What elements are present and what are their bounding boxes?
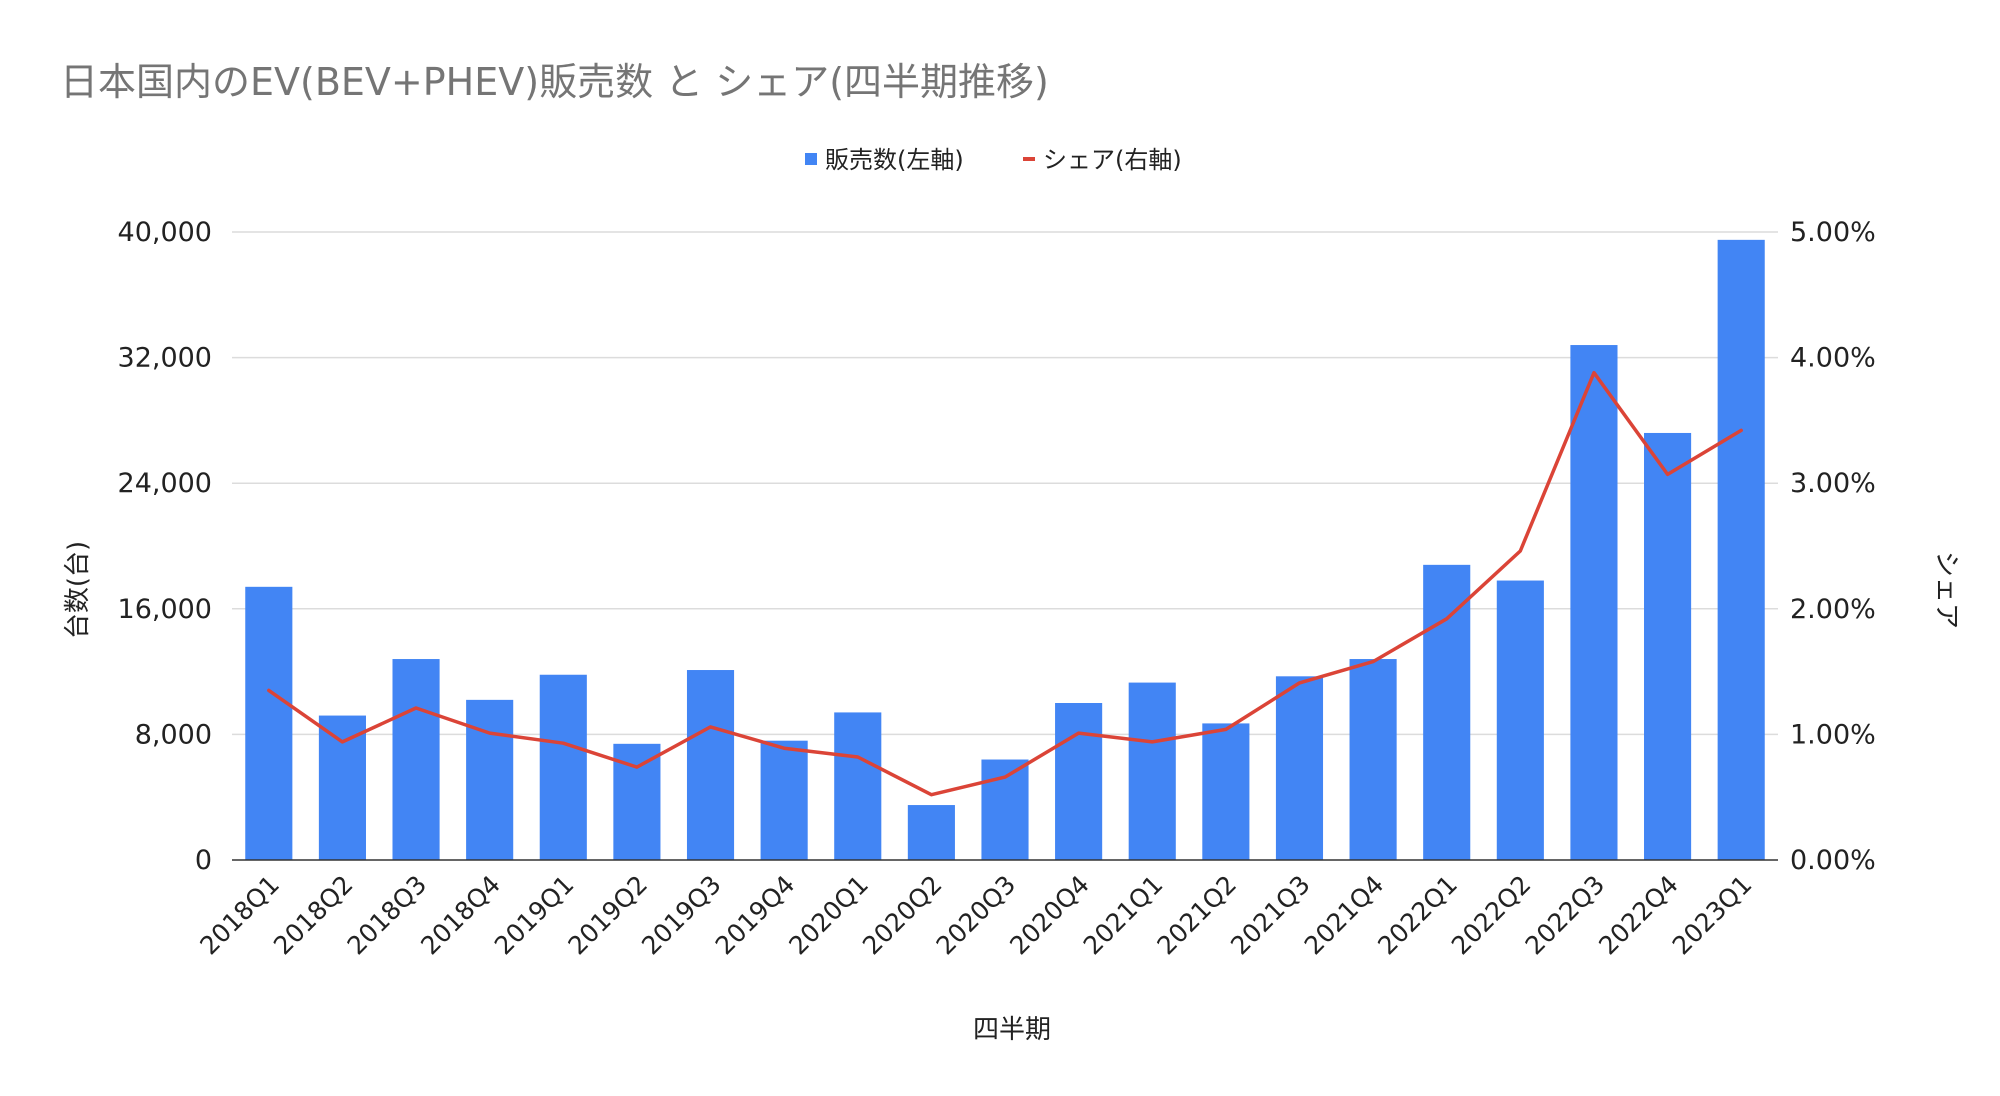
y-right-tick-label: 2.00% [1790,594,1876,625]
y-right-tick-label: 4.00% [1790,343,1876,374]
y-right-tick-label: 0.00% [1790,845,1876,876]
bar-2021Q2 [1202,723,1249,860]
bar-2019Q3 [687,670,734,860]
legend-bar-swatch [805,153,817,165]
bar-2021Q4 [1350,659,1397,860]
bar-2018Q1 [245,587,292,860]
legend-line-swatch [1023,157,1035,161]
bar-2018Q4 [466,700,513,860]
bar-2018Q3 [392,659,439,860]
bar-2022Q3 [1570,345,1617,860]
bar-2022Q2 [1497,581,1544,860]
y-axis-left-title: 台数(台) [63,541,93,639]
bar-2020Q2 [908,805,955,860]
bar-2021Q3 [1276,676,1323,860]
bar-2020Q1 [834,712,881,860]
legend-bar-label: 販売数(左軸) [825,146,964,174]
y-axis-right-title: シェア [1931,551,1961,629]
y-right-tick-label: 5.00% [1790,217,1876,248]
x-axis-title: 四半期 [973,1015,1051,1045]
bar-2021Q1 [1129,683,1176,860]
y-left-tick-label: 16,000 [118,594,212,625]
y-left-tick-label: 32,000 [118,343,212,374]
y-left-tick-label: 40,000 [118,217,212,248]
bar-2020Q4 [1055,703,1102,860]
y-left-tick-label: 0 [195,845,212,876]
bar-2023Q1 [1718,240,1765,860]
bar-2020Q3 [981,760,1028,860]
bar-2022Q4 [1644,433,1691,860]
y-right-tick-label: 1.00% [1790,719,1876,750]
bar-2019Q1 [540,675,587,860]
bar-2018Q2 [319,716,366,860]
chart-title: 日本国内のEV(BEV+PHEV)販売数 と シェア(四半期推移) [60,60,1049,104]
y-left-tick-label: 24,000 [118,468,212,499]
legend-line-label: シェア(右軸) [1043,146,1182,174]
y-right-tick-label: 3.00% [1790,468,1876,499]
y-left-tick-label: 8,000 [135,719,212,750]
bar-2022Q1 [1423,565,1470,860]
bar-2019Q4 [761,741,808,860]
